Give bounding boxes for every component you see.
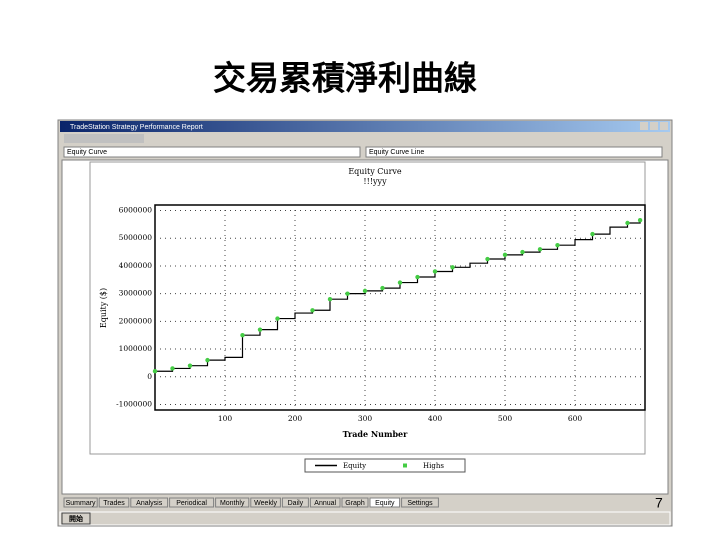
high-point <box>485 256 490 262</box>
tab-label: Annual <box>314 500 336 507</box>
y-tick-label: 0 <box>147 372 152 381</box>
tab[interactable] <box>341 497 369 508</box>
plot-area <box>154 204 646 411</box>
y-tick-label: 1000000 <box>119 344 153 353</box>
y-tick-label: 4000000 <box>119 261 153 270</box>
high-point <box>625 220 630 226</box>
tab-label: Settings <box>407 500 433 507</box>
page-number: 7 <box>655 495 663 511</box>
tab[interactable] <box>98 497 130 508</box>
window-title: TradeStation Strategy Performance Report <box>70 124 203 131</box>
high-point <box>275 316 280 321</box>
high-point <box>257 327 263 332</box>
x-tick-label: 300 <box>358 414 373 423</box>
y-tick-label: 3000000 <box>119 289 153 298</box>
tab[interactable] <box>401 497 439 508</box>
tab-bar: Summary Trades Analysis Periodical Monthly We… <box>63 497 439 508</box>
legend-swatch <box>403 463 407 468</box>
tab[interactable] <box>281 497 309 508</box>
slide-title: 交易累積淨利曲線 <box>213 59 477 98</box>
legend-label: Equity <box>343 462 366 470</box>
tab-label: Monthly <box>220 500 245 507</box>
tab-label: Weekly <box>254 500 277 507</box>
tab-label: Trades <box>103 500 125 507</box>
tab[interactable] <box>309 497 341 508</box>
dropdown-text: Equity Curve Line <box>369 149 424 156</box>
high-point <box>170 366 175 371</box>
x-tick-label: 400 <box>428 414 443 423</box>
close-button[interactable] <box>660 122 668 130</box>
high-point <box>380 285 385 291</box>
tab-label: Periodical <box>176 500 207 507</box>
y-tick-label: -1000000 <box>116 399 152 408</box>
x-tick-label: 500 <box>498 414 513 423</box>
high-point <box>240 333 245 338</box>
high-point <box>537 247 543 252</box>
minimize-button[interactable] <box>640 122 648 130</box>
high-point <box>327 296 333 302</box>
tab-label: Analysis <box>136 500 163 507</box>
toolbar <box>64 134 144 143</box>
x-tick-label: 600 <box>568 414 583 423</box>
high-point <box>362 288 368 294</box>
x-axis-label: Trade Number <box>343 429 409 439</box>
tab[interactable] <box>250 497 281 508</box>
tab-label: Equity <box>375 500 395 507</box>
high-point <box>520 249 525 255</box>
high-point <box>502 252 508 258</box>
high-point <box>590 231 595 237</box>
chart-frame <box>89 161 646 455</box>
high-point <box>187 363 193 368</box>
tab-label: Daily <box>288 500 304 507</box>
high-point <box>415 274 420 280</box>
high-point <box>152 369 158 374</box>
chart-subtitle: !!!yyy <box>363 177 387 186</box>
high-point <box>205 357 210 363</box>
high-point <box>450 265 455 270</box>
high-point <box>345 291 350 296</box>
chart-title: Equity Curve <box>348 167 402 176</box>
high-point <box>397 280 403 285</box>
start-button[interactable] <box>61 512 91 525</box>
dropdown[interactable] <box>63 146 361 158</box>
legend <box>304 458 466 473</box>
y-tick-label: 5000000 <box>119 233 153 242</box>
high-point <box>637 218 643 223</box>
taskbar <box>59 511 671 526</box>
legend-label: Highs <box>423 462 444 470</box>
y-tick-label: 6000000 <box>119 206 153 215</box>
dropdown-text: Equity Curve <box>67 149 107 156</box>
x-tick-label: 200 <box>288 414 303 423</box>
y-tick-label: 2000000 <box>119 316 153 325</box>
tab[interactable] <box>130 497 169 508</box>
x-tick-label: 100 <box>218 414 233 423</box>
start-button-text: 開始 <box>69 514 83 523</box>
tab[interactable] <box>63 497 98 508</box>
high-point <box>310 308 315 313</box>
y-axis-label: Equity ($) <box>99 288 108 328</box>
maximize-button[interactable] <box>650 122 658 130</box>
tab-label: Summary <box>66 500 96 507</box>
tab[interactable] <box>215 497 250 508</box>
high-point <box>555 242 560 248</box>
tab[interactable] <box>169 497 215 508</box>
tab[interactable] <box>369 497 401 508</box>
title-bar <box>60 121 670 132</box>
tab-label: Graph <box>345 500 365 507</box>
high-point <box>432 269 438 274</box>
dropdown[interactable] <box>365 146 663 158</box>
